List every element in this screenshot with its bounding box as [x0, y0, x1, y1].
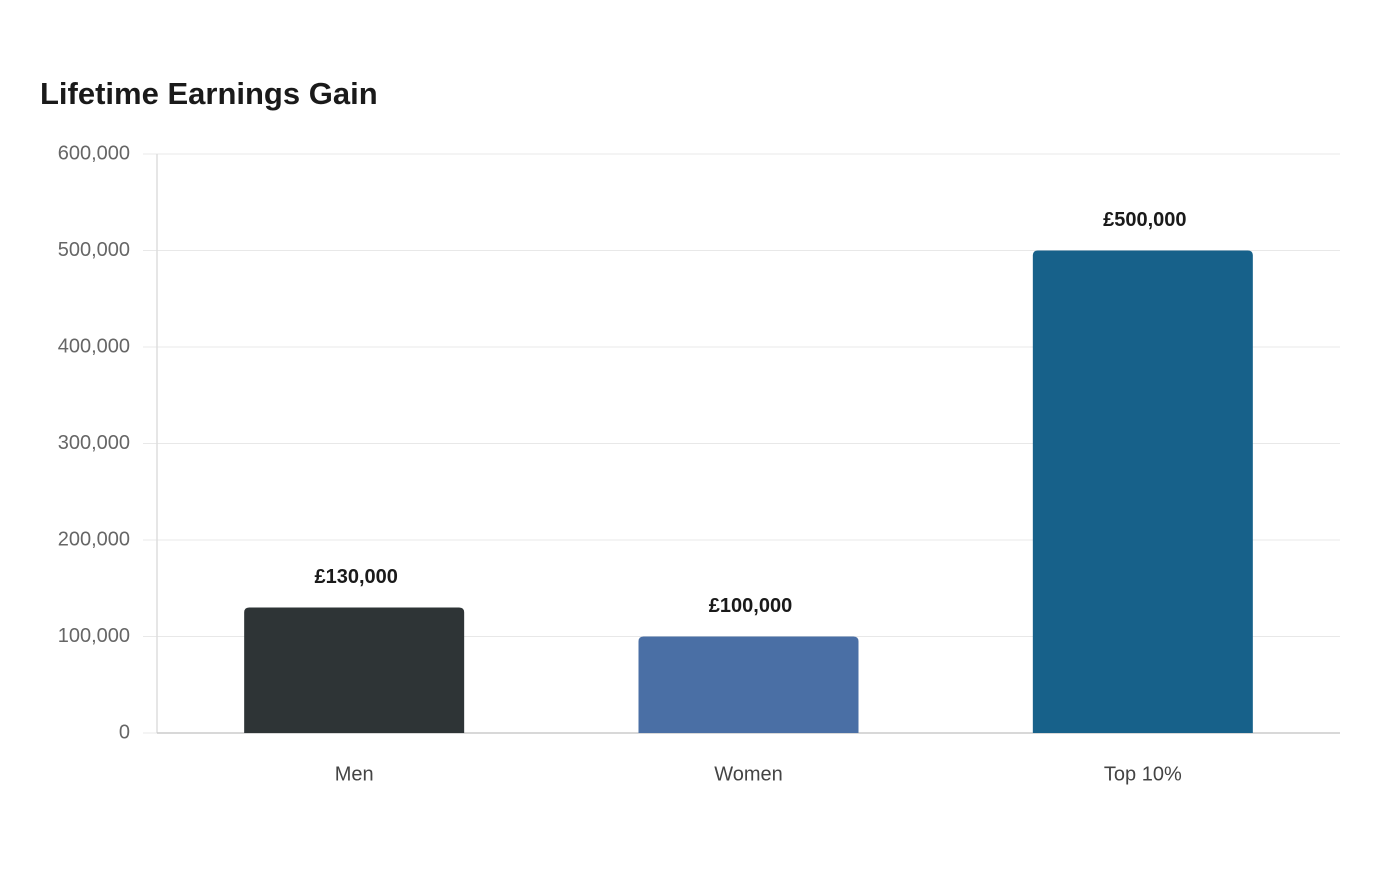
value-label: £130,000 [314, 566, 397, 588]
y-tick-label: 300,000 [58, 432, 130, 454]
bar [638, 636, 859, 733]
y-tick-label: 400,000 [58, 335, 130, 357]
y-tick-label: 600,000 [58, 142, 130, 164]
y-tick-label: 0 [119, 721, 130, 743]
bar [1032, 250, 1253, 733]
x-tick-label: Top 10% [1104, 763, 1182, 785]
value-label: £500,000 [1103, 209, 1186, 231]
value-label: £100,000 [709, 595, 792, 617]
y-tick-label: 200,000 [58, 528, 130, 550]
x-tick-label: Men [335, 763, 374, 785]
y-tick-label: 500,000 [58, 239, 130, 261]
y-tick-label: 100,000 [58, 625, 130, 647]
x-tick-label: Women [714, 763, 783, 785]
bar [244, 607, 465, 733]
chart-title: Lifetime Earnings Gain [40, 76, 378, 111]
